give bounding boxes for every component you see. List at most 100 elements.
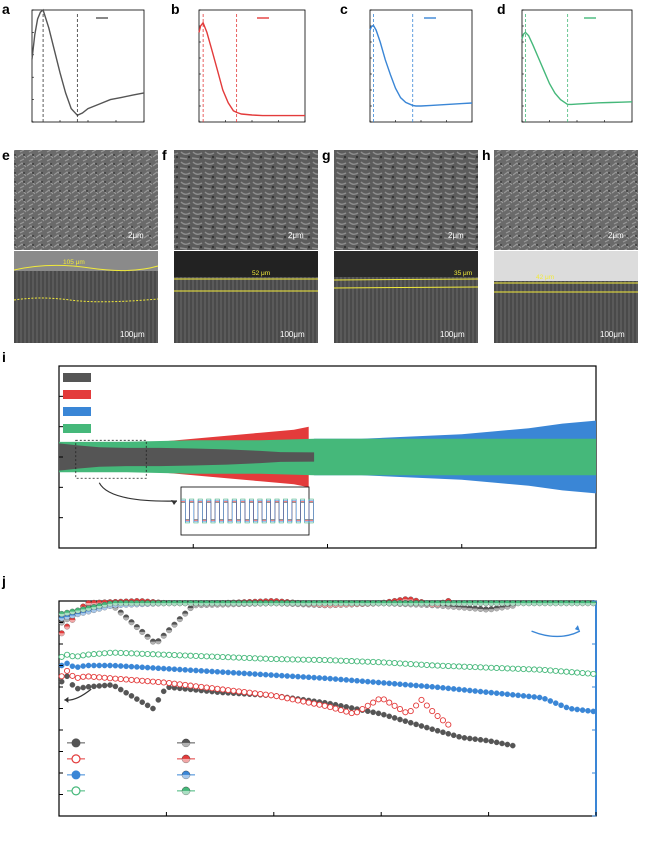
point-wlhce-ce-half — [467, 603, 473, 606]
sem-h-top-scale: 2μm — [608, 231, 624, 240]
point-wlhce-ce-half — [279, 603, 285, 606]
point-wlhce-ce-half — [252, 603, 258, 606]
legend-swatch-blank — [63, 373, 91, 382]
point-wlhce-sc — [58, 653, 65, 660]
point-lhce-sc — [327, 675, 333, 682]
plot-frame — [198, 9, 306, 123]
legend-swatch-wlhce — [63, 424, 91, 433]
point-wlhce-ce-half — [391, 603, 398, 606]
point-wlhce-sc — [69, 653, 76, 660]
point-hce-sc — [230, 687, 237, 694]
point-lhce-sc — [101, 662, 108, 669]
series-line-lhce — [369, 24, 473, 107]
point-hce-sc — [235, 688, 242, 695]
point-hce-sc — [413, 702, 420, 709]
point-lhce-sc — [413, 682, 419, 689]
sem-h-top-image — [494, 150, 638, 250]
point-blank-ce-half — [171, 624, 178, 628]
point-lhce-ce-half — [85, 611, 92, 615]
point-wlhce-sc — [112, 649, 119, 656]
point-lhce-sc — [155, 665, 162, 672]
point-lhce-sc — [418, 683, 425, 689]
point-wlhce-sc — [402, 660, 409, 667]
point-blank-ce-half — [499, 607, 505, 611]
point-lhce-sc — [456, 686, 462, 693]
point-lhce-sc — [144, 664, 151, 671]
point-wlhce-sc — [515, 665, 522, 672]
point-blank-ce-half — [450, 606, 457, 610]
point-wlhce-sc — [144, 650, 151, 658]
point-hce-sc — [316, 701, 323, 708]
point-wlhce-sc — [300, 656, 307, 663]
point-lhce-sc — [579, 707, 586, 713]
legend-marker-blank-ce-half — [182, 742, 190, 747]
point-wlhce-ce-half — [402, 603, 409, 606]
point-wlhce-ce-half — [477, 603, 484, 606]
point-wlhce-ce-half — [91, 607, 97, 610]
point-hce-sc — [192, 683, 199, 690]
point-wlhce-sc — [273, 656, 280, 663]
point-hce-sc — [246, 689, 253, 696]
point-wlhce-ce-half — [407, 603, 414, 606]
point-wlhce-sc — [536, 666, 543, 673]
point-hce-sc — [58, 673, 65, 680]
point-wlhce-ce-half — [499, 603, 505, 606]
legend-marker-lhce-ce-half — [182, 774, 190, 779]
point-wlhce-ce-half — [246, 603, 253, 606]
inset-trace — [181, 499, 314, 523]
point-wlhce-sc — [579, 669, 586, 677]
point-wlhce-ce-half — [101, 604, 108, 608]
point-hce-sc — [106, 675, 114, 682]
point-blank-ce-half — [477, 608, 484, 612]
point-lhce-sc — [542, 696, 548, 702]
point-lhce-sc — [85, 662, 92, 669]
point-wlhce-ce-half — [284, 603, 291, 606]
chart-b-hce-chronoamperometry — [198, 9, 306, 123]
point-lhce-sc — [257, 671, 264, 678]
point-lhce-sc — [96, 662, 103, 669]
panel-letter-c: c — [340, 1, 348, 17]
sem-e-top-image — [14, 150, 158, 250]
point-hce-sc — [257, 690, 264, 698]
sem-e-upper-boundary — [13, 264, 159, 272]
sem-f-top-scale: 2μm — [288, 231, 304, 240]
point-blank-sc — [64, 673, 70, 680]
point-hce-sc — [332, 705, 339, 712]
sem-f-bottom-scale: 100μm — [280, 330, 305, 339]
point-blank-sc — [80, 684, 86, 691]
point-wlhce-sc — [541, 666, 549, 674]
sem-f-top-band — [174, 251, 318, 277]
zoom-box — [75, 439, 147, 479]
point-blank-sc — [139, 699, 146, 705]
point-lhce-sc — [160, 665, 167, 672]
point-lhce-sc — [526, 693, 532, 700]
point-hce-sc — [144, 678, 151, 685]
point-wlhce-sc — [257, 655, 264, 662]
point-wlhce-ce-half — [585, 603, 591, 606]
point-wlhce-ce-half — [316, 603, 323, 606]
point-wlhce-sc — [85, 651, 92, 658]
legend-marker-blank-sc — [71, 738, 81, 748]
point-wlhce-ce-half — [526, 603, 532, 606]
point-wlhce-sc — [423, 661, 430, 669]
point-lhce-sc — [348, 677, 355, 684]
point-blank-sc — [450, 732, 457, 739]
point-wlhce-ce-half — [241, 603, 248, 606]
point-lhce-sc — [198, 668, 205, 674]
point-blank-sc — [370, 709, 376, 716]
point-blank-sc — [499, 740, 505, 747]
point-wlhce-ce-half — [375, 603, 382, 606]
point-blank-ce-half — [155, 641, 162, 645]
point-wlhce-sc — [262, 655, 269, 662]
point-wlhce-sc — [332, 657, 339, 664]
point-wlhce-ce-half — [440, 603, 446, 606]
point-wlhce-ce-half — [488, 603, 495, 606]
point-blank-sc — [112, 683, 119, 690]
plot-frame — [369, 9, 473, 123]
point-lhce-sc — [203, 668, 210, 674]
point-hce-sc — [278, 694, 285, 701]
point-lhce-sc — [187, 667, 194, 673]
plot-frame — [521, 9, 633, 123]
point-hce-ce-half — [69, 619, 76, 623]
sem-e-top-scale: 2μm — [128, 231, 144, 240]
